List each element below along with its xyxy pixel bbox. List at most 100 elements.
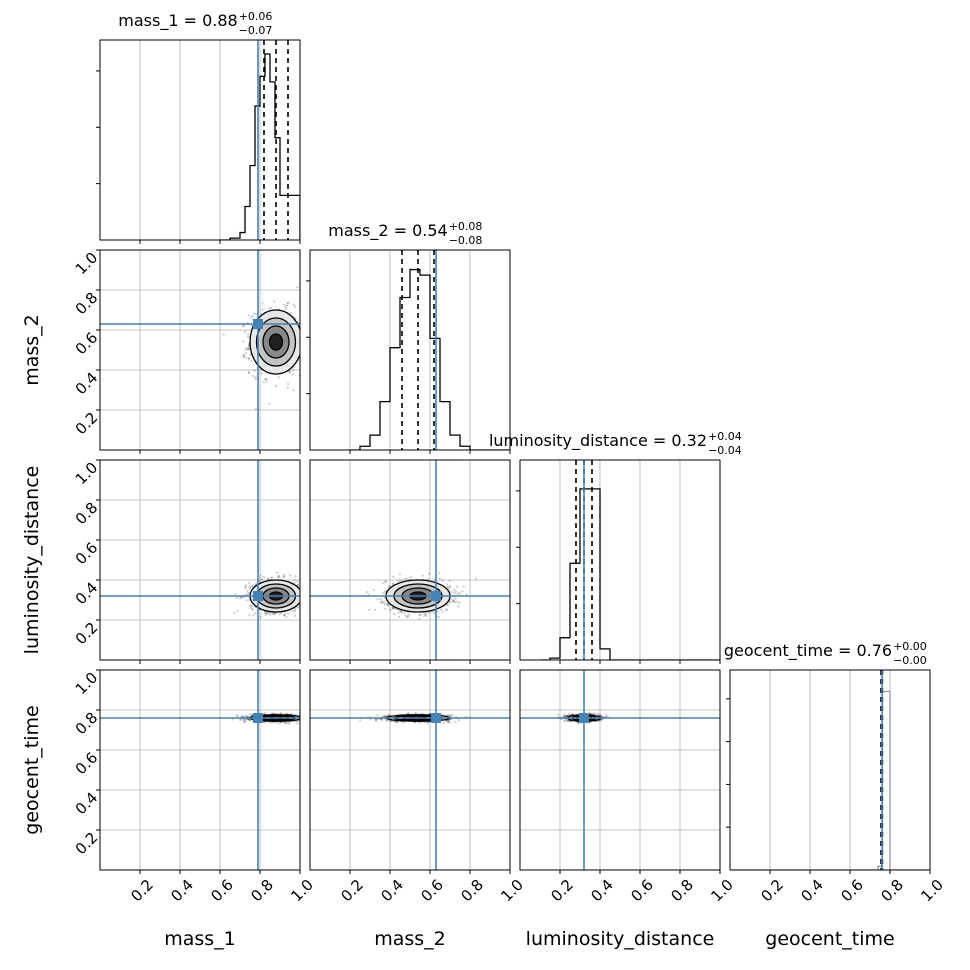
sample-point (234, 592, 237, 596)
panel-frame (309, 249, 511, 451)
sample-point (293, 609, 296, 613)
sample-point (588, 711, 591, 714)
sample-point (461, 590, 464, 593)
sample-point (394, 721, 397, 724)
sample-point (433, 578, 436, 581)
sample-point (248, 613, 251, 617)
sample-point (399, 610, 403, 613)
sample-point (288, 371, 292, 374)
sample-point (384, 590, 387, 594)
sample-point (305, 605, 307, 607)
sample-point (264, 613, 267, 616)
sample-point (445, 720, 449, 723)
sample-point (379, 597, 382, 601)
sample-point (302, 332, 304, 334)
sample-point (448, 714, 452, 718)
sample-point (398, 572, 402, 576)
sample-point (253, 369, 257, 372)
sample-point (260, 372, 263, 375)
sample-point (372, 588, 376, 591)
sample-point (442, 721, 445, 724)
sample-point (278, 613, 281, 616)
panel-frame (309, 459, 511, 661)
sample-point (235, 714, 239, 717)
sample-point (231, 718, 234, 721)
sample-point (246, 715, 250, 718)
sample-point (247, 357, 251, 361)
sample-point (244, 586, 247, 590)
sample-point (250, 359, 253, 363)
sample-point (445, 608, 448, 611)
sample-point (252, 614, 255, 617)
sample-point (236, 714, 239, 718)
sample-point (292, 368, 295, 372)
sample-point (441, 610, 444, 613)
sample-point (271, 721, 275, 724)
sample-point (376, 597, 379, 601)
title-minus-err: −0.07 (239, 24, 273, 37)
sample-point (251, 585, 254, 588)
sample-point (296, 285, 299, 289)
sample-point (259, 574, 263, 578)
sample-point (236, 609, 239, 612)
sample-point (389, 608, 392, 611)
panel-mass_2-vs-luminosity_distance (309, 459, 511, 664)
sample-point (277, 722, 280, 725)
sample-point (457, 605, 460, 608)
sample-point (398, 579, 401, 582)
sample-point (261, 577, 264, 581)
sample-point (457, 718, 461, 722)
sample-point (240, 596, 244, 599)
sample-point (251, 584, 254, 588)
sample-point (248, 719, 252, 723)
sample-point (254, 375, 257, 379)
sample-point (261, 308, 264, 311)
sample-point (465, 593, 468, 596)
sample-point (305, 592, 307, 594)
sample-point (307, 339, 309, 341)
sample-point (568, 720, 572, 723)
sample-point (382, 582, 385, 585)
sample-point (247, 314, 250, 317)
sample-point (297, 584, 300, 587)
sample-point (565, 715, 568, 718)
sample-point (244, 352, 247, 355)
sample-point (396, 720, 399, 724)
sample-point (382, 591, 385, 595)
panel-mass_1-vs-geocent_time (96, 669, 308, 874)
sample-point (250, 607, 254, 610)
sample-point (242, 324, 246, 328)
sample-point (301, 316, 303, 318)
sample-point (376, 714, 379, 717)
sample-point (391, 575, 395, 579)
sample-point (302, 340, 304, 342)
sample-point (451, 714, 454, 717)
sample-point (286, 721, 289, 725)
sample-point (418, 617, 421, 621)
sample-point (285, 304, 289, 307)
sample-point (246, 333, 250, 336)
sample-point (244, 330, 247, 334)
sample-point (447, 603, 450, 607)
sample-point (306, 716, 308, 718)
panel-background (520, 460, 720, 660)
sample-point (266, 611, 270, 615)
sample-point (245, 589, 249, 593)
sample-point (392, 612, 396, 616)
sample-point (456, 600, 459, 603)
sample-point (458, 601, 461, 604)
sample-point (450, 598, 453, 601)
sample-point (302, 719, 304, 721)
histogram-mass_2 (350, 268, 510, 450)
sample-point (286, 386, 290, 390)
sample-point (268, 402, 271, 405)
sample-point (381, 715, 385, 718)
title-name: luminosity_distance (489, 431, 648, 451)
sample-point (446, 585, 450, 588)
sample-point (283, 613, 287, 617)
sample-point (242, 718, 245, 721)
density-layer (365, 571, 478, 621)
sample-point (248, 581, 251, 585)
sample-point (419, 613, 422, 616)
sample-point (255, 582, 258, 585)
